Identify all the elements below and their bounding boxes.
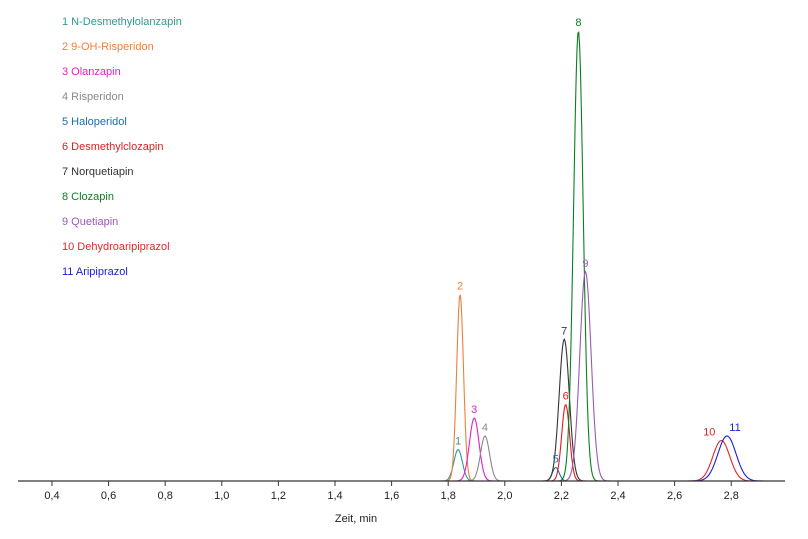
peak-label-4: 4 <box>482 422 488 434</box>
peak-label-6: 6 <box>563 391 569 403</box>
x-tick-label: 1,8 <box>441 490 456 502</box>
x-tick-label: 2,4 <box>610 490 625 502</box>
legend-text-6: 6 Desmethylclozapin <box>62 141 164 153</box>
peak-label-3: 3 <box>471 404 477 416</box>
x-tick-label: 1,4 <box>327 490 342 502</box>
legend-text-9: 9 Quetiapin <box>62 216 119 228</box>
legend-item: 2 9-OH-Risperidon <box>62 41 182 66</box>
x-tick-label: 1,0 <box>214 490 229 502</box>
x-tick-label: 2,2 <box>554 490 569 502</box>
legend-item: 3 Olanzapin <box>62 66 182 91</box>
x-tick-label: 2,8 <box>724 490 739 502</box>
peak-labels: 1 2 34 5 6 7 8 9 10 11 <box>455 17 741 466</box>
legend-text-3: 3 Olanzapin <box>62 66 121 78</box>
peak-label-8: 8 <box>575 17 581 29</box>
x-axis-label: Zeit, min <box>335 513 377 525</box>
trace-peak-1 <box>18 449 785 482</box>
peak-label-7: 7 <box>561 325 567 337</box>
legend-text-7: 7 Norquetiapin <box>62 166 134 178</box>
peak-label-10: 10 <box>703 427 715 439</box>
legend-item: 11 Aripiprazol <box>62 266 182 291</box>
peak-label-9: 9 <box>582 258 588 270</box>
legend: 1 N-Desmethylolanzapin 2 9-OH-Risperidon… <box>62 16 182 291</box>
trace-peak-11 <box>18 435 785 482</box>
trace-peak-5 <box>18 466 785 482</box>
legend-item: 10 Dehydroaripiprazol <box>62 241 182 266</box>
trace-peak-3 <box>18 417 785 482</box>
legend-item: 9 Quetiapin <box>62 216 182 241</box>
legend-text-4: 4 Risperidon <box>62 91 124 103</box>
x-tick-label: 0,8 <box>158 490 173 502</box>
peak-label-1: 1 <box>455 436 461 448</box>
legend-item: 5 Haloperidol <box>62 116 182 141</box>
trace-peak-7 <box>18 337 785 482</box>
legend-text-11: 11 Aripiprazol <box>62 266 128 278</box>
legend-text-1: 1 N-Desmethylolanzapin <box>62 16 182 28</box>
x-tick-label: 2,0 <box>497 490 512 502</box>
legend-item: 7 Norquetiapin <box>62 166 182 191</box>
trace-peak-10 <box>18 439 785 482</box>
trace-peak-9 <box>18 270 785 482</box>
peak-label-11: 11 <box>729 422 740 434</box>
x-tick-label: 2,6 <box>667 490 682 502</box>
x-tick-label: 1,6 <box>384 490 399 502</box>
trace-peak-6 <box>18 403 785 482</box>
legend-text-8: 8 Clozapin <box>62 191 114 203</box>
x-axis: 0,4 0,6 0,8 1,0 1,2 1,4 1,6 1,8 2,0 2,2 2,4 2,6 2,8 <box>18 480 785 502</box>
legend-item: 1 N-Desmethylolanzapin <box>62 16 182 41</box>
peak-label-2: 2 <box>457 280 463 292</box>
x-ticks: 0,4 0,6 0,8 1,0 1,2 1,4 1,6 1,8 2,0 2,2 2,4 2,6 2,8 <box>44 481 739 502</box>
x-tick-label: 0,6 <box>101 490 116 502</box>
legend-item: 6 Desmethylclozapin <box>62 141 182 166</box>
trace-peak-2 <box>18 294 785 482</box>
legend-text-2: 2 9-OH-Risperidon <box>62 41 154 53</box>
legend-text-10: 10 Dehydroaripiprazol <box>62 241 170 253</box>
x-tick-label: 0,4 <box>44 490 59 502</box>
trace-peak-4 <box>18 435 785 482</box>
legend-item: 4 Risperidon <box>62 91 182 116</box>
x-tick-label: 1,2 <box>271 490 286 502</box>
legend-text-5: 5 Haloperidol <box>62 116 127 128</box>
peak-label-5: 5 <box>553 454 559 466</box>
legend-item: 8 Clozapin <box>62 191 182 216</box>
